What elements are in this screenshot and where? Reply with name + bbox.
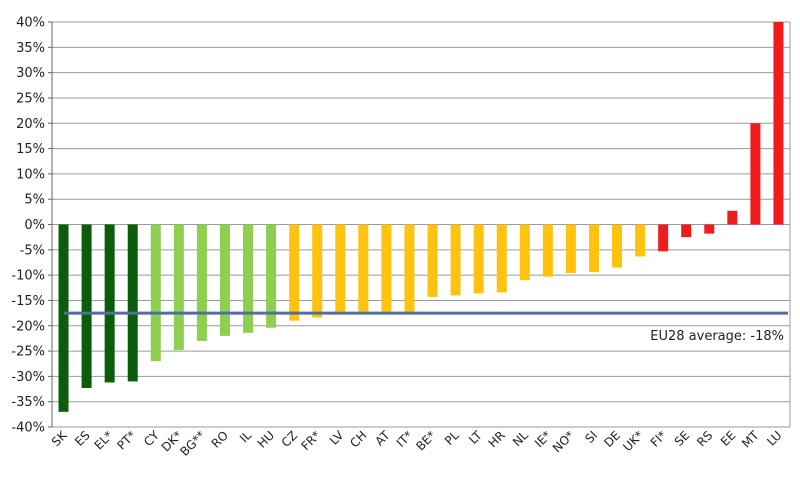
x-tick-label: FR*	[298, 428, 323, 453]
x-tick-label: NO*	[550, 428, 577, 455]
x-tick-label: CZ	[279, 428, 301, 450]
bar-dk	[173, 224, 184, 351]
x-tick-label: IL	[237, 428, 254, 445]
plot-frame	[51, 22, 791, 427]
bar-pt	[127, 224, 138, 382]
bar-es	[81, 224, 92, 389]
bar-hu	[266, 224, 277, 328]
y-tick-label: 35%	[16, 41, 45, 56]
bar-it	[404, 224, 415, 312]
y-tick-label: 40%	[16, 16, 45, 31]
x-tick-label: UK*	[620, 428, 646, 454]
bar-sk	[58, 224, 69, 412]
bar-cz	[289, 224, 300, 321]
bar-cy	[150, 224, 161, 362]
x-tick-label: BE*	[413, 428, 438, 453]
x-tick-label: PT*	[114, 428, 138, 452]
x-tick-label: EL*	[92, 428, 116, 452]
x-tick-label: RS	[694, 428, 715, 449]
bar-rs	[704, 224, 715, 234]
x-tick-label: DE	[601, 428, 623, 450]
bar-lt	[473, 224, 484, 294]
y-tick-label: 15%	[16, 142, 45, 157]
y-tick-label: -15%	[11, 294, 45, 309]
x-tick-label: CH	[347, 428, 369, 450]
bar-lu	[773, 22, 784, 225]
x-tick-label: PL	[442, 428, 462, 448]
x-tick-label: HR	[486, 428, 508, 450]
bar-lv	[335, 224, 346, 312]
bar-at	[381, 224, 392, 312]
x-tick-label: IT*	[394, 428, 416, 450]
y-tick-label: -25%	[11, 345, 45, 360]
x-tick-label: SE	[672, 428, 693, 449]
x-tick-label: FI*	[648, 428, 670, 450]
grid-lines	[52, 21, 790, 428]
y-tick-label: 20%	[16, 117, 45, 132]
bar-hr	[496, 224, 507, 293]
y-axis-ticks: 40% 35% 30% 25% 20% 15% 10% 5% 0% -5% -10% -15% -20%…	[11, 16, 52, 436]
y-tick-label: 30%	[16, 66, 45, 81]
y-tick-label: 5%	[24, 193, 45, 208]
average-line-group: EU28 average: -18%	[64, 311, 788, 344]
y-tick-label: -10%	[11, 269, 45, 284]
x-tick-label: HU	[255, 428, 277, 450]
y-tick-label: 0%	[24, 218, 45, 233]
bar-ro	[219, 224, 230, 336]
bar-ch	[358, 224, 369, 312]
x-tick-label: SI	[582, 428, 600, 446]
y-tick-label: 10%	[16, 167, 45, 182]
x-tick-label: ES	[72, 428, 93, 449]
x-tick-label: BG**	[177, 428, 208, 459]
x-tick-label: AT	[372, 428, 393, 449]
x-tick-label: LV	[327, 428, 347, 448]
bar-nl	[519, 224, 530, 281]
bar-bg	[196, 224, 207, 341]
bar-se	[681, 224, 692, 238]
x-tick-label: RO	[209, 428, 231, 450]
y-tick-label: -35%	[11, 395, 45, 410]
x-tick-label: LU	[764, 428, 784, 448]
x-tick-label: NL	[510, 428, 531, 449]
y-tick-label: -20%	[11, 319, 45, 334]
bar-pl	[450, 224, 461, 296]
bar-si	[588, 224, 599, 273]
bars	[58, 22, 784, 412]
bar-il	[243, 224, 254, 333]
bar-de	[612, 224, 623, 268]
bar-fi	[658, 224, 669, 252]
bar-ie	[542, 224, 553, 277]
bar-uk	[635, 224, 646, 257]
y-tick-label: 25%	[16, 91, 45, 106]
bar-no	[565, 224, 576, 274]
bar-ee	[727, 210, 738, 225]
y-tick-label: -40%	[11, 421, 45, 436]
x-tick-label: LT	[466, 428, 485, 447]
bar-el	[104, 224, 115, 383]
bar-fr	[312, 224, 323, 318]
x-tick-label: EE	[718, 428, 739, 449]
x-tick-label: MT	[739, 428, 762, 451]
x-tick-label: SK	[49, 427, 71, 449]
bar-mt	[750, 123, 761, 225]
y-tick-label: -30%	[11, 370, 45, 385]
bar-be	[427, 224, 438, 297]
eu28-average-label: EU28 average: -18%	[650, 329, 784, 344]
y-tick-label: -5%	[20, 243, 45, 258]
